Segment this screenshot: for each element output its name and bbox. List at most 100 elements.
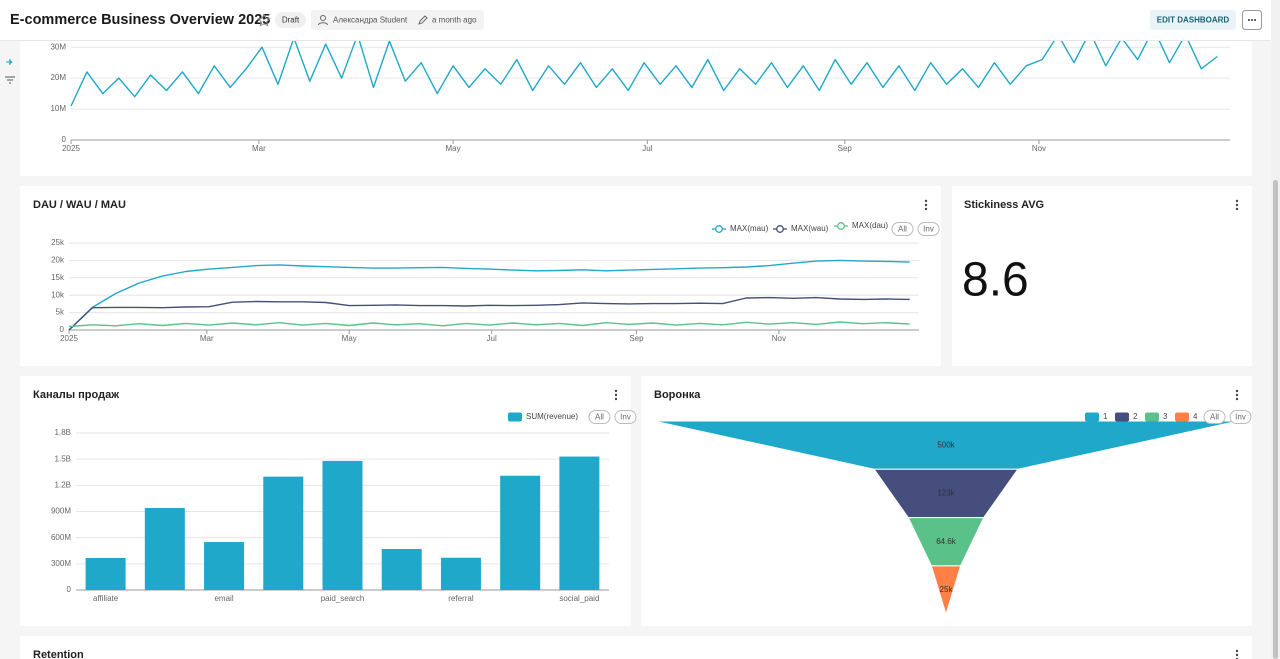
chart-menu[interactable] (1235, 389, 1239, 393)
legend-button[interactable] (588, 410, 611, 424)
legend-button[interactable] (614, 410, 637, 424)
legend-button-label[interactable]: All (898, 225, 907, 234)
legend-label[interactable]: MAX(mau) (730, 224, 769, 233)
legend-label[interactable]: SUM(revenue) (526, 412, 578, 421)
legend-label[interactable]: 3 (1163, 412, 1168, 421)
series-line (70, 41, 1218, 107)
legend-label[interactable]: MAX(dau) (852, 221, 888, 230)
legend-label[interactable]: 4 (1193, 412, 1198, 421)
legend-marker (776, 225, 784, 233)
legend-button-label[interactable]: All (595, 413, 604, 422)
legend-label[interactable]: 2 (1133, 412, 1138, 421)
chart-menu[interactable] (1235, 649, 1239, 653)
funnel-label: 64.6k (936, 537, 957, 546)
chart-menu[interactable] (1235, 393, 1239, 397)
more-dot (1251, 19, 1253, 21)
legend-swatch (508, 412, 522, 422)
x-tick-label: 2025 (62, 144, 80, 153)
series-line (68, 259, 910, 331)
legend-swatch (1145, 412, 1159, 422)
chart-menu[interactable] (924, 199, 928, 203)
legend-button[interactable] (891, 222, 914, 236)
legend-button[interactable] (1229, 410, 1252, 424)
modified: a month ago (432, 16, 477, 25)
series-line (68, 321, 910, 328)
scrollbar-thumb[interactable] (1273, 180, 1278, 659)
bar (85, 557, 126, 590)
y-tick-label: 900M (51, 507, 71, 516)
chart-menu[interactable] (1235, 397, 1239, 401)
expand-icon[interactable] (6, 59, 13, 65)
x-tick-label: Jul (487, 334, 497, 343)
chart-menu[interactable] (614, 393, 618, 397)
bar (204, 542, 245, 590)
legend-label[interactable]: MAX(wau) (791, 224, 829, 233)
x-tick-label: Jul (642, 144, 652, 153)
bar (500, 475, 541, 590)
funnel-label: 123k (937, 489, 955, 498)
chart-menu[interactable] (924, 207, 928, 211)
chart-title: DAU / WAU / MAU (33, 199, 126, 211)
legend-label[interactable]: 1 (1103, 412, 1108, 421)
funnel-segment (930, 565, 962, 616)
chart-menu[interactable] (614, 389, 618, 393)
x-tick-label: social_paid (559, 594, 599, 603)
x-tick-label: affiliate (93, 594, 119, 603)
chart-menu[interactable] (924, 203, 928, 207)
y-tick-label: 10M (50, 104, 66, 113)
legend-swatch (1175, 412, 1189, 422)
x-tick-label: May (342, 334, 357, 343)
y-tick-label: 30M (50, 42, 66, 51)
dashboard-title: E-commerce Business Overview 2025 (10, 12, 270, 28)
y-tick-label: 5k (56, 308, 65, 317)
more-dot (1248, 19, 1250, 21)
y-tick-label: 300M (51, 559, 71, 568)
legend-button[interactable] (917, 222, 940, 236)
meta-pill (311, 10, 484, 30)
big-number: 8.6 (962, 254, 1029, 307)
x-tick-label: Nov (1032, 144, 1046, 153)
chart-title: Retention (33, 649, 84, 659)
x-tick-label: Sep (629, 334, 644, 343)
y-tick-label: 1.8B (55, 428, 71, 437)
status-pill (275, 12, 306, 28)
user-icon (318, 22, 328, 26)
y-tick-label: 25k (51, 238, 65, 247)
chart-menu[interactable] (614, 397, 618, 401)
chart-title: Stickiness AVG (964, 199, 1044, 211)
chart-menu[interactable] (1235, 199, 1239, 203)
x-tick-label: Sep (838, 144, 853, 153)
legend-button-label[interactable]: Inv (1235, 413, 1246, 422)
x-tick-label: paid_search (321, 594, 365, 603)
y-tick-label: 0 (60, 325, 65, 334)
favorite-star[interactable] (257, 13, 271, 27)
edit-button[interactable] (1150, 10, 1236, 30)
x-tick-label: Mar (200, 334, 214, 343)
user-icon (320, 15, 326, 21)
legend-button-label[interactable]: Inv (620, 413, 631, 422)
legend-button[interactable] (1203, 410, 1226, 424)
chart-menu[interactable] (1235, 203, 1239, 207)
edit-button-label[interactable]: EDIT DASHBOARD (1157, 16, 1230, 25)
chart-menu[interactable] (1235, 207, 1239, 211)
funnel-label: 500k (937, 440, 955, 449)
card (20, 186, 941, 366)
y-tick-label: 1.2B (55, 480, 71, 489)
filter-icon[interactable] (5, 76, 15, 84)
bar (559, 456, 600, 590)
chart-title: Каналы продаж (33, 389, 119, 401)
chart-menu[interactable] (1235, 653, 1239, 657)
card (20, 636, 1252, 659)
legend-button-label[interactable]: Inv (923, 225, 934, 234)
legend-marker (837, 222, 845, 230)
y-tick-label: 15k (51, 273, 65, 282)
y-tick-label: 20k (51, 256, 65, 265)
y-tick-label: 1.5B (55, 454, 71, 463)
legend-marker (715, 225, 723, 233)
legend-button-label[interactable]: All (1210, 413, 1219, 422)
author: Александра Student (333, 16, 408, 25)
legend-swatch (1115, 412, 1129, 422)
bar (381, 549, 422, 590)
y-tick-label: 600M (51, 533, 71, 542)
funnel-label: 25k (940, 585, 954, 594)
